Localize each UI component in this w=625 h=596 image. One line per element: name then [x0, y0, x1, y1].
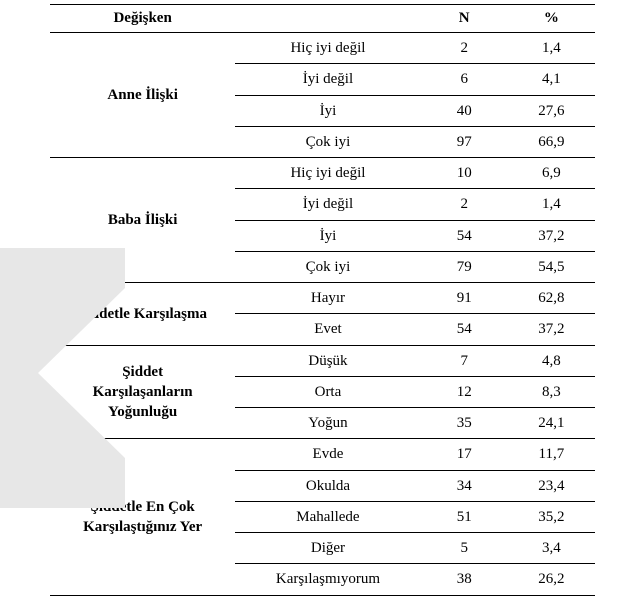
pct-cell: 4,1: [508, 64, 595, 95]
n-cell: 51: [421, 501, 508, 532]
n-cell: 2: [421, 189, 508, 220]
n-cell: 38: [421, 564, 508, 595]
pct-cell: 3,4: [508, 533, 595, 564]
pct-cell: 54,5: [508, 251, 595, 282]
level-cell: Orta: [235, 376, 420, 407]
variable-cell: Şiddetle En ÇokKarşılaştığınız Yer: [50, 439, 235, 595]
level-cell: Karşılaşmıyorum: [235, 564, 420, 595]
pct-cell: 8,3: [508, 376, 595, 407]
variable-cell: Baba İlişki: [50, 158, 235, 283]
level-cell: İyi değil: [235, 189, 420, 220]
n-cell: 10: [421, 158, 508, 189]
table-body: Anne İlişkiHiç iyi değil21,4İyi değil64,…: [50, 33, 595, 596]
pct-cell: 37,2: [508, 220, 595, 251]
table-row: ŞiddetKarşılaşanlarınYoğunluğuDüşük74,8: [50, 345, 595, 376]
level-cell: Hiç iyi değil: [235, 158, 420, 189]
data-table: Değişken N % Anne İlişkiHiç iyi değil21,…: [50, 4, 595, 596]
level-cell: Düşük: [235, 345, 420, 376]
pct-cell: 62,8: [508, 283, 595, 314]
table-row: Anne İlişkiHiç iyi değil21,4: [50, 33, 595, 64]
n-cell: 34: [421, 470, 508, 501]
level-cell: Mahallede: [235, 501, 420, 532]
level-cell: Çok iyi: [235, 251, 420, 282]
level-cell: Hiç iyi değil: [235, 33, 420, 64]
level-cell: Okulda: [235, 470, 420, 501]
pct-cell: 35,2: [508, 501, 595, 532]
pct-cell: 37,2: [508, 314, 595, 345]
n-cell: 5: [421, 533, 508, 564]
pct-cell: 27,6: [508, 95, 595, 126]
header-row: Değişken N %: [50, 5, 595, 33]
n-cell: 97: [421, 126, 508, 157]
table-row: Şiddetle KarşılaşmaHayır9162,8: [50, 283, 595, 314]
level-cell: Evde: [235, 439, 420, 470]
header-pct: %: [508, 5, 595, 33]
table-row: Şiddetle En ÇokKarşılaştığınız YerEvde17…: [50, 439, 595, 470]
n-cell: 79: [421, 251, 508, 282]
pct-cell: 11,7: [508, 439, 595, 470]
n-cell: 54: [421, 314, 508, 345]
n-cell: 91: [421, 283, 508, 314]
table-row: Baba İlişkiHiç iyi değil106,9: [50, 158, 595, 189]
level-cell: Evet: [235, 314, 420, 345]
level-cell: İyi: [235, 220, 420, 251]
n-cell: 6: [421, 64, 508, 95]
n-cell: 2: [421, 33, 508, 64]
variable-cell: ŞiddetKarşılaşanlarınYoğunluğu: [50, 345, 235, 439]
header-variable: Değişken: [50, 5, 235, 33]
level-cell: İyi: [235, 95, 420, 126]
pct-cell: 26,2: [508, 564, 595, 595]
n-cell: 35: [421, 408, 508, 439]
header-level: [235, 5, 420, 33]
pct-cell: 1,4: [508, 189, 595, 220]
pct-cell: 6,9: [508, 158, 595, 189]
pct-cell: 1,4: [508, 33, 595, 64]
header-n: N: [421, 5, 508, 33]
level-cell: Yoğun: [235, 408, 420, 439]
pct-cell: 24,1: [508, 408, 595, 439]
variable-cell: Şiddetle Karşılaşma: [50, 283, 235, 346]
variable-cell: Anne İlişki: [50, 33, 235, 158]
level-cell: Çok iyi: [235, 126, 420, 157]
page: Değişken N % Anne İlişkiHiç iyi değil21,…: [0, 0, 625, 508]
n-cell: 17: [421, 439, 508, 470]
n-cell: 40: [421, 95, 508, 126]
level-cell: Diğer: [235, 533, 420, 564]
n-cell: 54: [421, 220, 508, 251]
pct-cell: 23,4: [508, 470, 595, 501]
n-cell: 12: [421, 376, 508, 407]
pct-cell: 4,8: [508, 345, 595, 376]
pct-cell: 66,9: [508, 126, 595, 157]
level-cell: İyi değil: [235, 64, 420, 95]
n-cell: 7: [421, 345, 508, 376]
level-cell: Hayır: [235, 283, 420, 314]
